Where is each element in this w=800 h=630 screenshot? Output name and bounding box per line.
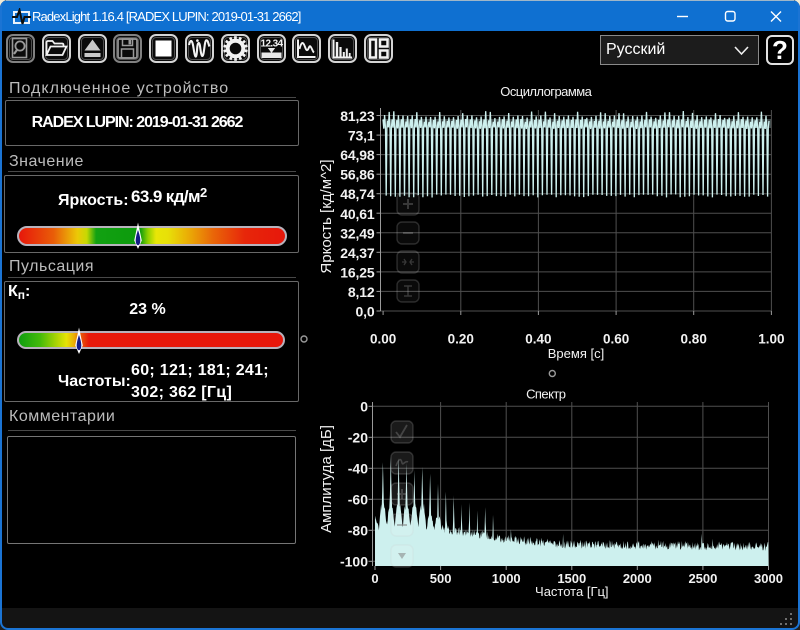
svg-text:12.34: 12.34 [260, 39, 283, 50]
svg-text:56,86: 56,86 [340, 167, 375, 183]
svg-text:1.00: 1.00 [758, 332, 784, 347]
svg-text:Частота [Гц]: Частота [Гц] [535, 584, 609, 599]
svg-text:Осциллограмма: Осциллограмма [500, 84, 592, 99]
svg-text:-60: -60 [348, 491, 368, 507]
svg-text:500: 500 [430, 571, 452, 586]
svg-text:-40: -40 [348, 460, 368, 476]
svg-text:0: 0 [371, 571, 378, 586]
svg-text:32,49: 32,49 [340, 225, 375, 241]
svg-text:0,0: 0,0 [355, 304, 374, 320]
svg-text:Время [с]: Время [с] [548, 346, 604, 361]
svg-text:48,74: 48,74 [340, 186, 375, 202]
svg-text:16,25: 16,25 [340, 264, 375, 280]
svg-text:64,98: 64,98 [340, 147, 375, 163]
svg-text:0.80: 0.80 [681, 332, 707, 347]
svg-text:-20: -20 [348, 429, 368, 445]
svg-text:2000: 2000 [623, 571, 652, 586]
svg-text:Спектр: Спектр [526, 387, 566, 402]
svg-text:2500: 2500 [688, 571, 717, 586]
svg-text:3000: 3000 [754, 571, 783, 586]
svg-text:0: 0 [360, 398, 368, 414]
svg-text:1000: 1000 [492, 571, 521, 586]
svg-text:0.40: 0.40 [525, 332, 551, 347]
svg-text:1500: 1500 [557, 571, 586, 586]
svg-text:0.00: 0.00 [370, 332, 396, 347]
svg-text:0.60: 0.60 [603, 332, 629, 347]
svg-text:Амплитуда [дБ]: Амплитуда [дБ] [318, 425, 335, 533]
svg-text:-100: -100 [340, 553, 368, 569]
svg-text:40,61: 40,61 [340, 206, 375, 222]
svg-text:24,37: 24,37 [340, 245, 375, 261]
svg-text:81,23: 81,23 [340, 108, 375, 124]
svg-text:73,1: 73,1 [348, 128, 375, 144]
svg-text:Яркость [кд/м^2]: Яркость [кд/м^2] [318, 159, 335, 273]
svg-text:-80: -80 [348, 522, 368, 538]
svg-text:8,12: 8,12 [348, 284, 375, 300]
svg-text:0.20: 0.20 [448, 332, 474, 347]
